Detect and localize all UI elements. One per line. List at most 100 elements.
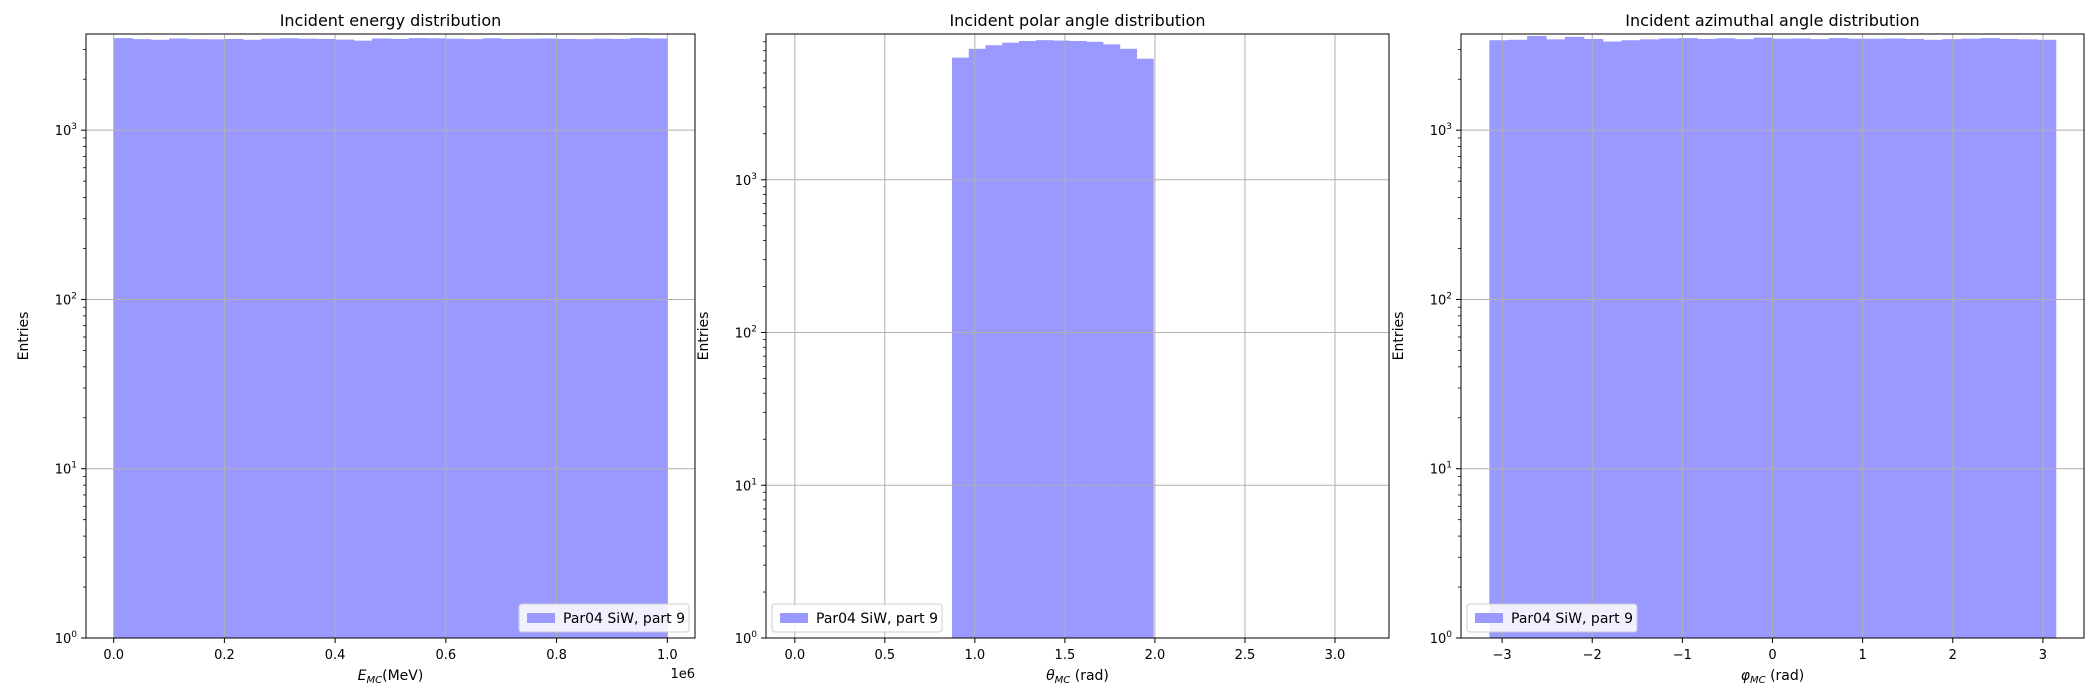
- bar: [1659, 38, 1679, 638]
- bar: [1848, 38, 1868, 638]
- grid: [1461, 34, 2084, 639]
- y-tick-label: 100: [55, 630, 78, 647]
- plot-frame: [765, 33, 1390, 639]
- bar: [150, 39, 170, 638]
- y-axis-label: Entries: [1391, 312, 1407, 361]
- bar: [1086, 41, 1104, 638]
- x-tick-label: 0.2: [214, 648, 235, 663]
- bar: [501, 38, 521, 639]
- bar: [1866, 38, 1887, 638]
- bar: [648, 38, 668, 638]
- legend-box: [518, 603, 690, 633]
- y-tick-label: 103: [1430, 122, 1452, 139]
- y-tick-label: 100: [1430, 630, 1453, 647]
- bar: [464, 39, 484, 639]
- bar: [353, 40, 373, 638]
- bar: [1052, 40, 1070, 638]
- x-axis-label: φMC (rad): [1741, 668, 1804, 686]
- y-tick-label: 103: [55, 122, 77, 139]
- x-tick-label: 1: [1858, 648, 1866, 663]
- y-axis: 100 101 102 103: [55, 49, 86, 647]
- bar: [1640, 39, 1660, 639]
- x-tick-label: 1.5: [1055, 648, 1076, 663]
- x-tick-label: 0.8: [546, 648, 567, 663]
- bar: [593, 38, 613, 638]
- y-tick-label: 101: [55, 461, 77, 478]
- bar: [261, 38, 281, 638]
- bar: [1489, 40, 1509, 638]
- bar: [519, 38, 539, 638]
- chart-title: Incident energy distribution: [280, 11, 502, 30]
- bar: [1715, 38, 1736, 638]
- bar: [1829, 38, 1849, 638]
- bar: [335, 39, 355, 638]
- y-axis-label: Entries: [16, 312, 32, 361]
- bar: [1069, 40, 1087, 639]
- bar: [1961, 38, 1981, 638]
- bar: [1583, 38, 1604, 639]
- x-tick-label: 0: [1768, 648, 1776, 663]
- x-tick-label: 3.0: [1325, 648, 1346, 663]
- bar: [298, 38, 318, 638]
- bar: [279, 38, 299, 638]
- bar: [1002, 42, 1020, 639]
- x-tick-label: 2.0: [1145, 648, 1166, 663]
- legend-swatch: [527, 613, 555, 623]
- bar: [538, 38, 558, 638]
- y-axis: 100 101 102 103: [1430, 49, 1461, 647]
- x-tick-label: −3: [1493, 648, 1512, 663]
- bar: [574, 39, 595, 639]
- bar: [1923, 39, 1943, 638]
- bar: [1136, 58, 1154, 638]
- bar: [1696, 38, 1717, 639]
- bar: [113, 38, 133, 638]
- legend: Par04 SiW, part 9: [1466, 603, 1638, 633]
- legend-box: [771, 603, 943, 633]
- x-tick-label: 3: [2039, 648, 2047, 663]
- x-axis: 0.0 0.2 0.4 0.6 0.8 1.0: [103, 638, 678, 663]
- x-axis: 0.0 0.5 1.0 1.5 2.0 2.5 3.0: [784, 638, 1345, 663]
- bar: [1527, 36, 1547, 638]
- bar: [482, 38, 502, 638]
- legend: Par04 SiW, part 9: [771, 603, 943, 633]
- bar: [985, 45, 1003, 639]
- chart-title: Incident polar angle distribution: [949, 11, 1205, 30]
- bar: [1119, 48, 1137, 639]
- x-axis: −3 −2 −1 0 1 2 3: [1493, 638, 2047, 663]
- bar: [1734, 39, 1755, 639]
- y-tick-label: 103: [735, 172, 757, 189]
- x-tick-label: −1: [1673, 648, 1692, 663]
- bar: [1035, 40, 1054, 639]
- bar: [1942, 39, 1962, 639]
- bar: [1019, 40, 1037, 639]
- bar: [224, 38, 244, 639]
- bar: [445, 38, 465, 638]
- bar: [951, 57, 970, 638]
- bar: [2036, 39, 2057, 638]
- x-axis-label: θMC (rad): [1046, 668, 1109, 686]
- chart-panel-2: 0.0 0.5 1.0 1.5 2.0 2.5 3.0 100 101 102 103 Inciden…: [696, 11, 1390, 686]
- bar: [611, 38, 631, 639]
- x-tick-label: 2.5: [1235, 648, 1256, 663]
- x-tick-label: 0.0: [103, 648, 124, 663]
- bar: [1999, 38, 2019, 639]
- y-tick-label: 102: [735, 325, 757, 342]
- y-tick-label: 101: [735, 477, 757, 494]
- bar: [1772, 38, 1792, 638]
- bar: [1564, 36, 1585, 638]
- x-tick-label: 2: [1949, 648, 1957, 663]
- bar: [1621, 40, 1641, 638]
- legend-swatch: [780, 613, 808, 623]
- bar: [1508, 39, 1528, 638]
- x-tick-label: −2: [1583, 648, 1602, 663]
- chart-panel-3: −3 −2 −1 0 1 2 3 100 101 102 103 Incident azimuthal…: [1391, 11, 2085, 686]
- bar: [2017, 39, 2038, 639]
- bar: [242, 39, 262, 638]
- bar: [630, 38, 650, 638]
- bar: [408, 38, 428, 638]
- bar: [1810, 39, 1830, 639]
- bars: [1489, 36, 2057, 639]
- x-tick-label: 1.0: [965, 648, 986, 663]
- bar: [1678, 38, 1698, 638]
